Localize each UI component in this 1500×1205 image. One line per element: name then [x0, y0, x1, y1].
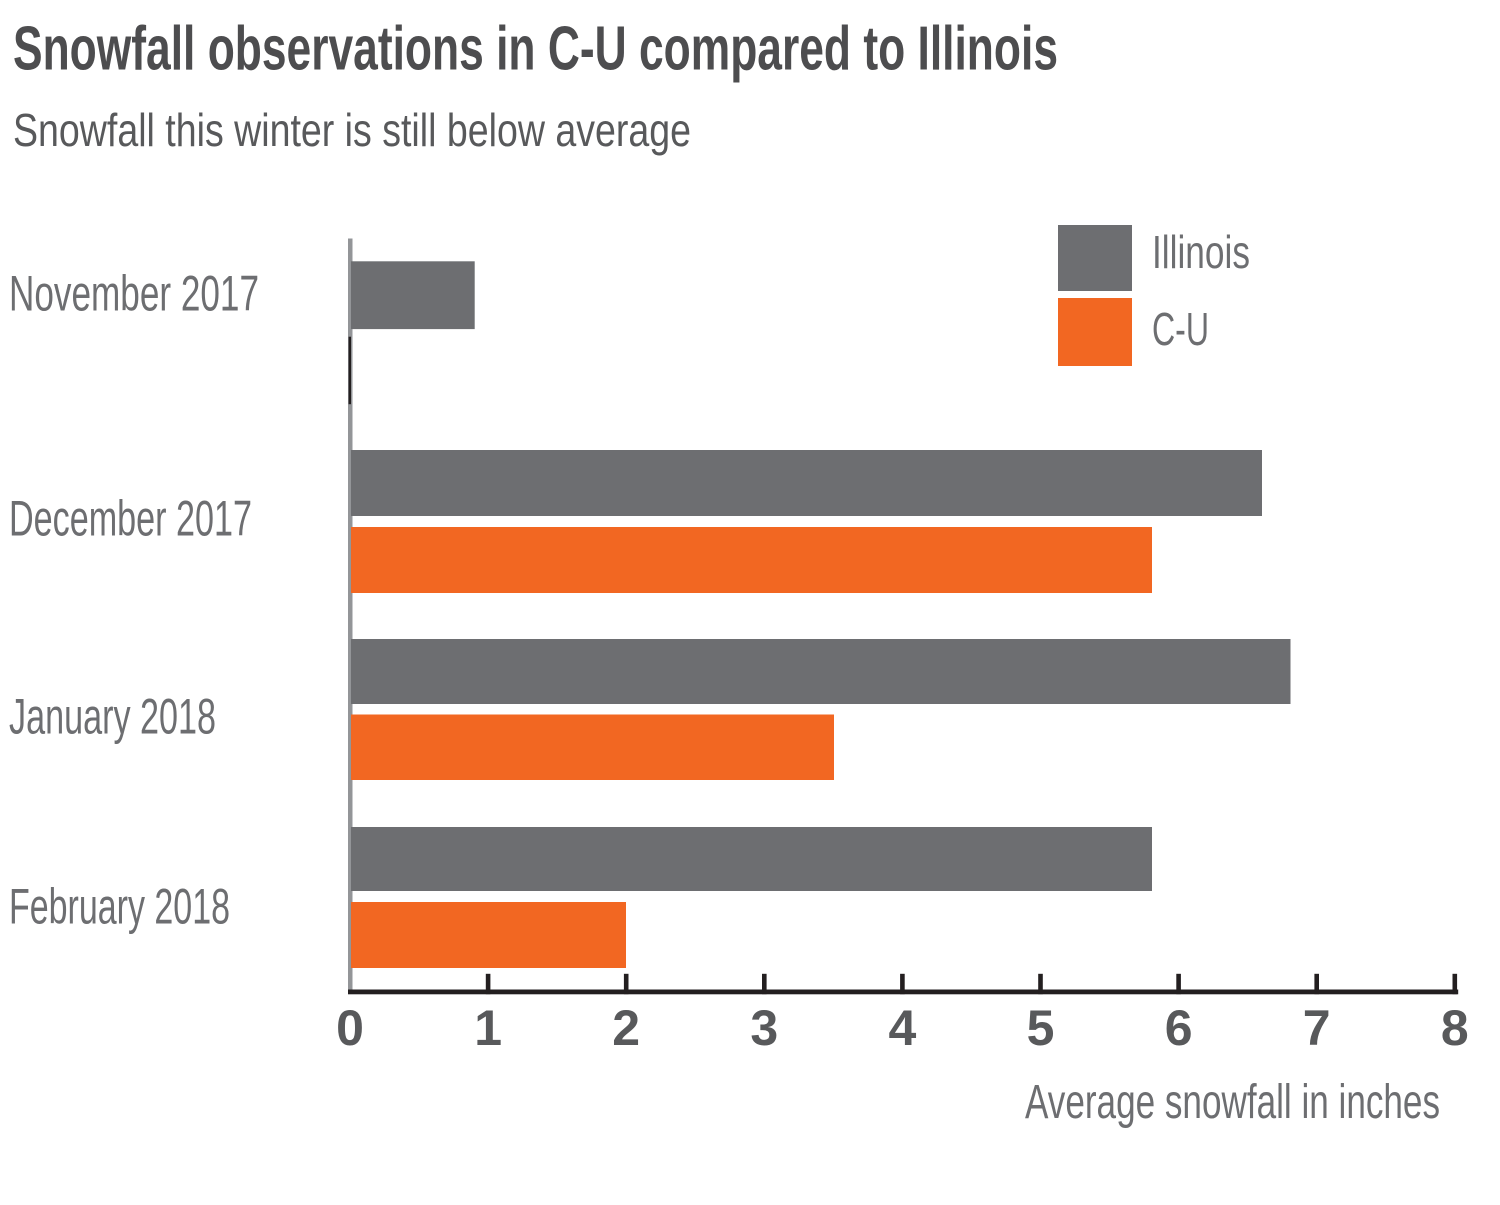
svg-text:Illinois: Illinois	[1152, 226, 1250, 278]
svg-text:February 2018: February 2018	[9, 879, 230, 935]
svg-text:6: 6	[1165, 1000, 1193, 1056]
svg-text:5: 5	[1027, 1000, 1055, 1056]
svg-text:Snowfall this winter is still: Snowfall this winter is still below aver…	[13, 104, 691, 156]
svg-text:8: 8	[1441, 1000, 1469, 1056]
svg-text:2: 2	[612, 1000, 640, 1056]
svg-text:November 2017: November 2017	[9, 266, 259, 322]
svg-text:3: 3	[750, 1000, 778, 1056]
svg-text:4: 4	[888, 1000, 916, 1056]
svg-text:January 2018: January 2018	[9, 689, 216, 745]
svg-text:Average snowfall in inches: Average snowfall in inches	[1025, 1076, 1440, 1129]
svg-text:7: 7	[1303, 1000, 1331, 1056]
svg-text:0: 0	[336, 1000, 364, 1056]
svg-text:Snowfall observations in C-U c: Snowfall observations in C-U compared to…	[13, 14, 1058, 83]
svg-text:December 2017: December 2017	[9, 491, 252, 547]
svg-text:C-U: C-U	[1152, 303, 1209, 355]
svg-text:1: 1	[474, 1000, 502, 1056]
